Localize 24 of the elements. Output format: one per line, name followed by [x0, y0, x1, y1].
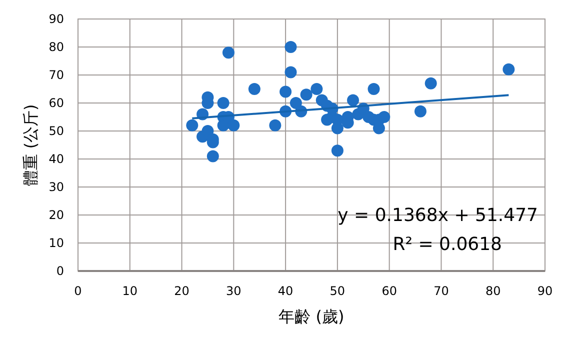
- x-tick-label: 0: [74, 284, 82, 298]
- annotation: y = 0.1368x + 51.477: [338, 205, 538, 226]
- x-tick-label: 80: [485, 284, 501, 298]
- x-tick-label: 60: [382, 284, 397, 298]
- y-tick-label: 30: [48, 180, 64, 194]
- y-tick-label: 40: [48, 152, 64, 166]
- y-tick-label: 80: [48, 40, 64, 54]
- x-tick-label: 30: [226, 284, 242, 298]
- x-tick-label: 10: [122, 284, 138, 298]
- x-tick-label: 70: [434, 284, 449, 298]
- y-tick-label: 10: [48, 236, 64, 250]
- annotation: R² = 0.0618: [392, 234, 502, 255]
- x-tick-label: 90: [537, 284, 553, 298]
- y-tick-label: 60: [48, 96, 64, 110]
- y-tick-label: 90: [48, 12, 64, 26]
- x-axis-title: 年齡 (歲): [278, 307, 344, 326]
- x-tick-label: 40: [278, 284, 294, 298]
- y-axis-title: 體重 (公斤): [21, 104, 40, 186]
- x-tick-label: 20: [174, 284, 190, 298]
- y-tick-label: 20: [48, 208, 64, 222]
- x-tick-label: 50: [330, 284, 346, 298]
- y-tick-label: 50: [48, 124, 64, 138]
- y-tick-label: 0: [56, 264, 64, 278]
- y-tick-label: 70: [48, 68, 64, 82]
